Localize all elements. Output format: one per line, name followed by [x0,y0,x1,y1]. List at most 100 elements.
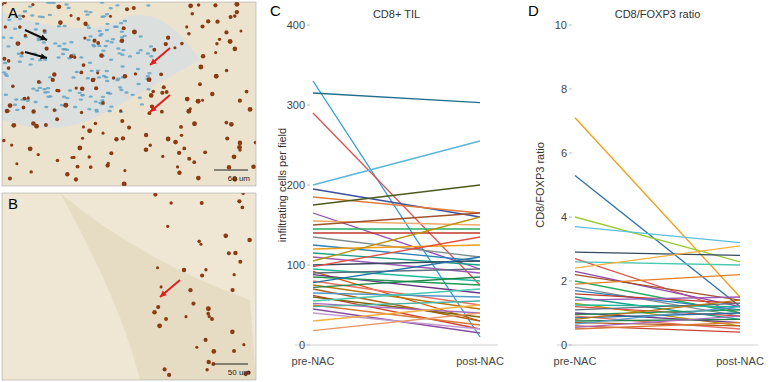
blue-cell [100,2,104,4]
series-line [313,313,480,331]
brown-cell [185,97,190,102]
blue-cell [136,83,140,85]
brown-cell [81,137,84,140]
brown-cell [120,38,124,42]
brown-cell [99,53,103,57]
brown-cell [83,36,86,39]
brown-cell [153,193,157,197]
micrograph-panel: B 50 um [2,192,256,380]
tissue-background [2,193,256,380]
brown-cell [82,63,86,67]
x-tick-label: post-NAC [716,355,764,367]
figure: A60 umB50 umCCD8+ TILinfiltrating cells … [0,0,778,382]
blue-cell [139,35,143,37]
series-line [313,185,480,205]
blue-cell [115,26,119,28]
brown-cell [119,109,122,112]
series-line [575,275,740,285]
x-axis-line [557,345,758,346]
brown-cell [37,80,41,84]
brown-cell [2,139,6,143]
brown-cell [2,57,6,61]
series-line [313,217,480,261]
brown-cell [166,36,170,40]
blue-cell [88,62,92,64]
blue-cell [149,45,153,47]
blue-cell [35,22,39,24]
plot-area [313,81,480,337]
brown-cell [234,2,239,7]
blue-cell [120,36,124,38]
blue-cell [60,104,64,106]
brown-cell [191,12,195,16]
brown-cell [58,20,63,25]
brown-cell [122,182,127,186]
blue-cell [57,45,61,47]
y-tick [307,105,310,106]
brown-cell [198,65,203,70]
blue-cell [15,109,19,111]
blue-cell [94,100,98,102]
blue-cell [49,2,53,4]
brown-cell [24,34,27,37]
y-tick [569,153,572,154]
blue-cell [66,7,70,9]
y-tick-label: 2 [561,275,567,287]
blue-cell [105,70,109,72]
blue-cell [3,62,7,64]
brown-cell [29,170,32,173]
blue-cell [86,39,90,41]
brown-cell [23,97,27,101]
series-line [313,228,480,229]
series-line [575,259,740,313]
brown-cell [206,19,210,23]
blue-cell [99,33,103,35]
series-line [313,237,480,267]
scale-bar-label: 50 um [228,368,251,377]
blue-cell [108,92,112,94]
blue-cell [46,87,50,89]
arrow [150,48,170,65]
brown-cell [206,306,211,311]
brown-cell [230,288,234,292]
blue-cell [2,36,6,38]
blue-cell [140,103,144,105]
y-tick-label: 300 [287,99,305,111]
brown-cell [16,41,21,46]
brown-cell [76,165,80,169]
blue-cell [14,98,18,100]
blue-cell [120,30,124,32]
blue-cell [90,70,94,72]
blue-cell [146,4,150,6]
blue-cell [79,98,83,100]
brown-cell [214,74,219,79]
blue-cell [30,58,34,60]
blue-cell [101,96,105,98]
scale-bar-label: 60 um [228,174,251,183]
brown-cell [187,32,191,36]
brown-cell [198,82,202,86]
blue-cell [109,105,113,107]
blue-cell [116,77,120,79]
panel-label: B [8,195,18,212]
brown-cell [233,47,238,52]
blue-cell [147,72,151,74]
brown-cell [123,169,126,172]
blue-cell [105,40,109,42]
series-line [575,118,740,297]
brown-cell [87,128,92,133]
brown-cell [101,132,104,135]
brown-cell [82,125,85,128]
y-tick [569,89,572,90]
series-line [575,323,740,329]
arrow [25,30,47,40]
brown-cell [149,93,154,98]
panel-label: D [528,2,539,19]
y-tick [569,345,572,346]
blue-cell [30,14,34,16]
x-tick-label: post-NAC [456,355,504,367]
brown-cell [51,78,55,82]
brown-cell [247,238,252,243]
blue-cell [73,106,77,108]
micrograph [2,2,256,186]
